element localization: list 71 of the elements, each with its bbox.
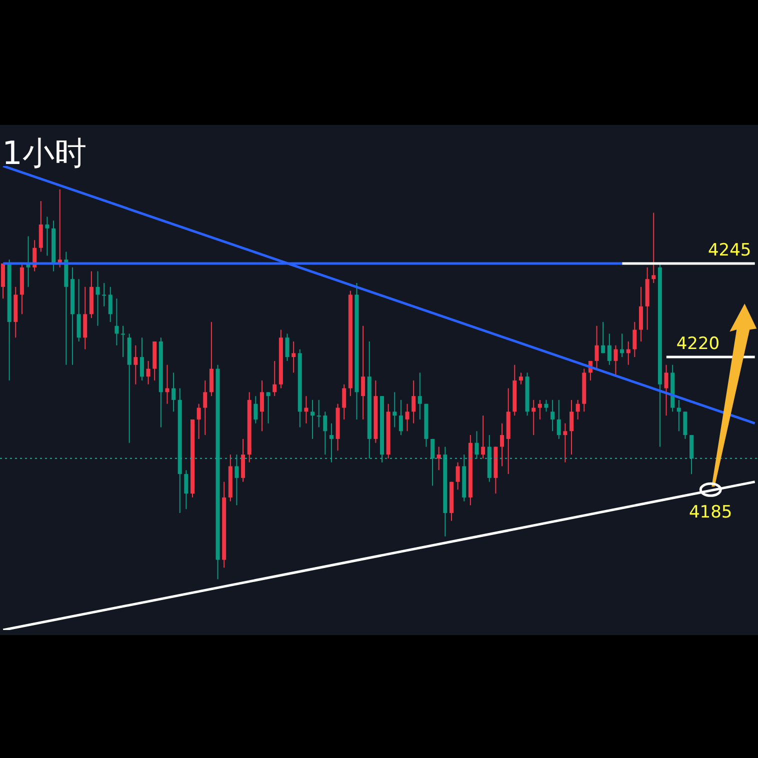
candlestick — [102, 282, 106, 307]
candlestick — [518, 372, 523, 385]
candlestick — [184, 470, 188, 510]
candlestick — [481, 415, 486, 459]
candlestick — [108, 286, 112, 322]
candlestick — [576, 399, 580, 420]
candlestick — [430, 438, 435, 486]
candlestick — [500, 422, 504, 467]
candlestick — [664, 364, 668, 416]
candlestick — [45, 216, 50, 256]
candlestick — [76, 278, 81, 342]
candlestick — [594, 325, 599, 370]
candlestick — [626, 340, 630, 366]
candlestick — [134, 344, 138, 385]
candlestick — [652, 212, 656, 284]
candlestick — [607, 333, 612, 366]
candlestick — [285, 333, 290, 362]
candlestick — [532, 399, 536, 436]
chart-title: 1小时 — [2, 133, 86, 173]
candlestick — [361, 325, 366, 420]
candlestick — [474, 430, 479, 459]
candlestick — [272, 360, 277, 397]
candlestick — [398, 399, 403, 436]
candlestick — [1, 262, 5, 300]
candlestick — [570, 399, 574, 456]
candlestick — [310, 399, 315, 440]
candlestick — [140, 337, 144, 381]
candlestick — [614, 344, 618, 378]
candlestick — [172, 372, 176, 412]
candlestick — [114, 298, 119, 346]
candlestick — [563, 422, 568, 463]
candlestick — [209, 321, 214, 397]
candlestick — [316, 399, 321, 428]
candlestick — [266, 392, 270, 424]
candlestick — [550, 399, 555, 432]
candlestick — [196, 403, 201, 440]
candlestick — [83, 286, 88, 350]
candlestick — [241, 438, 246, 482]
candlestick — [165, 364, 170, 404]
candlestick — [690, 434, 694, 475]
candlestick — [683, 411, 688, 440]
candlestick — [638, 286, 643, 342]
candlestick — [121, 325, 126, 358]
candlestick — [203, 380, 208, 436]
candlestick — [632, 321, 637, 358]
candlestick — [601, 321, 606, 354]
annotation: 4185 — [688, 502, 732, 523]
candlestick — [676, 399, 681, 432]
candlestick — [304, 396, 308, 424]
candlestick — [556, 399, 561, 440]
candlestick — [538, 399, 542, 420]
candlestick — [323, 411, 328, 456]
candlestick — [392, 392, 397, 428]
candlestick — [292, 340, 296, 374]
candlestick — [342, 384, 346, 420]
annotation: 4220 — [676, 334, 720, 354]
annotation: 4245 — [708, 240, 752, 260]
candlestick — [96, 270, 100, 326]
candlestick — [260, 380, 264, 432]
candlestick — [456, 462, 460, 490]
candlestick — [234, 454, 239, 506]
candlestick — [146, 360, 150, 385]
candlestick — [38, 200, 43, 252]
candlestick — [544, 399, 548, 412]
candlestick — [329, 422, 334, 463]
candlestick — [620, 333, 624, 358]
candlestick — [254, 396, 258, 424]
candlestick — [405, 403, 410, 432]
candlestick — [436, 446, 441, 471]
candlestick — [418, 372, 422, 420]
candlestick — [412, 380, 416, 424]
